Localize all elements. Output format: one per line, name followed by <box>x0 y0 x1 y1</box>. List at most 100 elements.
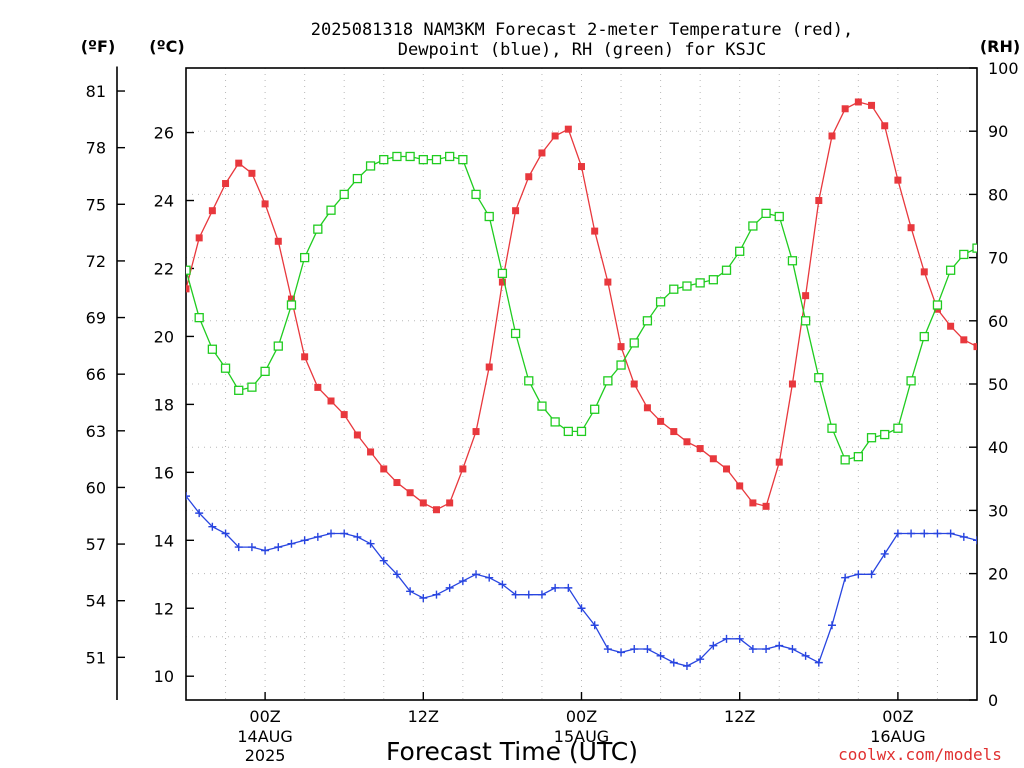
dewpoint-point <box>234 543 243 552</box>
celsius-tick-label: 10 <box>154 667 174 686</box>
temperature-point <box>881 122 889 130</box>
celsius-tick-label: 24 <box>154 192 174 211</box>
dewpoint-point <box>300 536 309 545</box>
rh-point <box>840 455 850 465</box>
temperature-point <box>591 227 599 235</box>
rh-point <box>735 246 745 256</box>
fahrenheit-tick-label: 69 <box>86 309 106 328</box>
dewpoint-point <box>590 621 599 630</box>
temperature-point <box>894 176 902 184</box>
rh-point <box>299 252 310 263</box>
data-series <box>186 98 977 671</box>
dewpoint-point <box>406 587 415 596</box>
temperature-point <box>815 197 823 205</box>
rh-point <box>655 297 666 307</box>
dewpoint-point <box>287 539 296 548</box>
celsius-tick-label: 26 <box>154 124 174 143</box>
dewpoint-point <box>577 604 586 613</box>
dewpoint-point <box>933 529 942 538</box>
fahrenheit-tick-label: 78 <box>86 139 106 158</box>
temperature-point <box>353 431 361 439</box>
rh-point <box>669 284 679 294</box>
fahrenheit-tick-label: 60 <box>86 478 106 497</box>
dewpoint-point <box>511 590 520 599</box>
x-tick-label: 00Z <box>249 707 280 726</box>
temperature-point <box>380 465 388 473</box>
rh-tick-label: 80 <box>988 185 1008 204</box>
temperature-point <box>208 207 216 215</box>
rh-point <box>827 423 837 433</box>
temperature-point <box>841 105 849 113</box>
rh-point <box>550 417 560 427</box>
rh-point <box>603 376 613 386</box>
dewpoint-point <box>735 634 744 643</box>
x-axis-title: Forecast Time (UTC) <box>386 737 638 766</box>
temperature-point <box>248 169 256 177</box>
rh-point <box>945 265 956 275</box>
temperature-point <box>301 353 309 361</box>
dewpoint-point <box>788 645 797 654</box>
x-tick-date: 14AUG <box>237 727 292 746</box>
rh-point <box>814 373 824 383</box>
rh-point <box>484 211 494 222</box>
rh-tick-label: 90 <box>988 122 1008 141</box>
rh-point <box>418 154 428 165</box>
temperature-point <box>828 132 836 140</box>
temperature-point <box>498 278 506 286</box>
rh-point <box>893 423 903 433</box>
temperature-point <box>538 149 546 157</box>
rh-series <box>186 151 977 465</box>
dewpoint-point <box>867 570 876 579</box>
rh-point <box>537 401 547 411</box>
rh-tick-label: 0 <box>988 691 998 710</box>
dewpoint-point <box>432 590 441 599</box>
dewpoint-point <box>564 583 573 592</box>
temperature-point <box>472 428 480 436</box>
dewpoint-point <box>630 645 639 654</box>
rh-point <box>352 173 363 184</box>
dewpoint-point <box>722 634 731 643</box>
rh-point <box>866 433 877 443</box>
rh-point <box>220 363 231 373</box>
rh-point <box>186 265 191 275</box>
temperature-point <box>973 343 977 351</box>
dewpoint-point <box>946 529 955 538</box>
fahrenheit-tick-label: 51 <box>86 648 106 667</box>
temperature-point <box>578 163 585 171</box>
dewpoint-point <box>551 583 560 592</box>
dewpoint-point <box>920 529 929 538</box>
rh-point <box>207 344 218 354</box>
rh-point <box>194 312 204 323</box>
rh-point <box>761 208 771 219</box>
fahrenheit-tick-label: 54 <box>86 592 106 611</box>
dewpoint-point <box>656 651 665 660</box>
dewpoint-point <box>327 529 336 538</box>
temperature-point <box>802 292 810 300</box>
rh-tick-label: 10 <box>988 628 1008 647</box>
chart-title-line2: Dewpoint (blue), RH (green) for KSJC <box>398 40 766 60</box>
dewpoint-point <box>340 529 349 538</box>
rh-point <box>260 366 270 377</box>
rh-point <box>339 189 349 200</box>
temperature-point <box>327 397 335 405</box>
temperature-point <box>393 479 401 487</box>
rh-point <box>365 161 376 171</box>
dewpoint-line <box>186 495 977 667</box>
dewpoint-point <box>841 573 850 582</box>
temperature-point <box>775 458 783 466</box>
temperature-point <box>762 502 770 510</box>
temperature-point <box>235 159 243 167</box>
dewpoint-point <box>366 539 375 548</box>
rh-point <box>313 224 323 234</box>
dewpoint-point <box>643 645 652 654</box>
rh-point <box>273 341 283 351</box>
dewpoint-point <box>208 522 217 531</box>
dewpoint-point <box>274 543 283 552</box>
dewpoint-point <box>775 641 784 650</box>
dewpoint-point <box>880 549 889 558</box>
rh-tick-label: 20 <box>988 565 1008 584</box>
rh-point <box>708 275 718 285</box>
temperature-point <box>868 101 876 109</box>
x-tick-date: 16AUG <box>870 727 925 746</box>
temperature-point <box>604 278 612 286</box>
